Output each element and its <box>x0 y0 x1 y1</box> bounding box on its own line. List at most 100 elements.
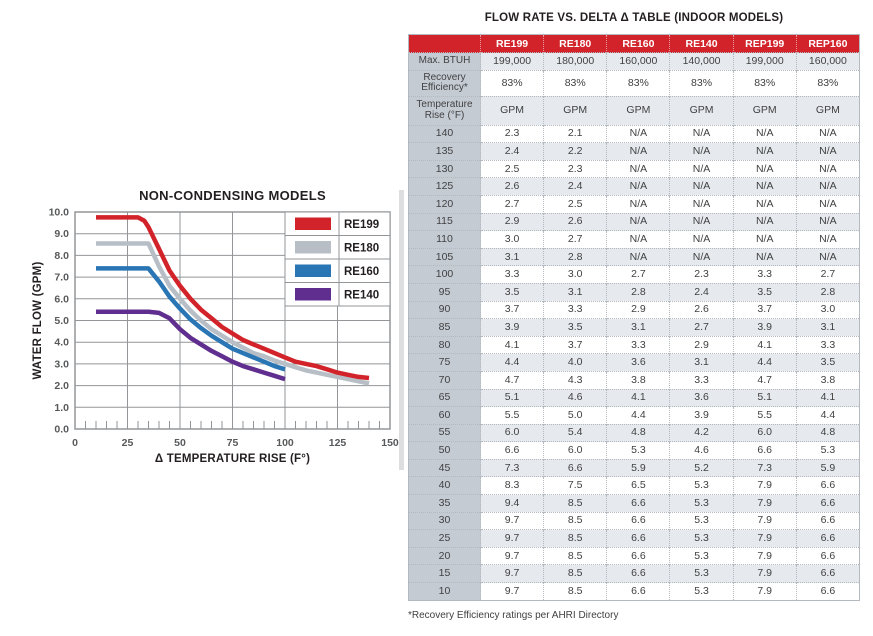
row-label-cell: 10 <box>408 582 481 601</box>
value-cell: 9.4 <box>479 494 544 513</box>
y-tick-label: 6.0 <box>54 293 69 305</box>
value-cell: 4.4 <box>479 353 544 372</box>
value-cell: 83% <box>795 69 860 97</box>
value-cell: 2.6 <box>669 300 734 319</box>
value-cell: 6.6 <box>795 582 860 601</box>
value-cell: 3.5 <box>543 318 607 337</box>
value-cell: N/A <box>732 142 797 161</box>
value-cell: 8.5 <box>543 529 607 548</box>
table-row: 40 8.3 7.5 6.5 5.3 7.9 6.6 <box>408 476 860 495</box>
value-cell: 6.0 <box>543 441 607 460</box>
model-column-header: RE199 <box>479 34 544 53</box>
value-cell: N/A <box>606 124 670 143</box>
value-cell: 4.6 <box>669 441 734 460</box>
value-cell: 5.9 <box>606 458 670 477</box>
value-cell: 180,000 <box>543 52 607 71</box>
table-row: 60 5.5 5.0 4.4 3.9 5.5 4.4 <box>408 406 860 425</box>
value-cell: 6.0 <box>732 423 797 442</box>
value-cell: N/A <box>795 177 860 196</box>
value-cell: 3.5 <box>732 282 797 302</box>
value-cell: 6.0 <box>479 423 544 442</box>
value-cell: 7.9 <box>732 546 797 565</box>
x-tick-label: 150 <box>381 437 399 449</box>
value-cell: 2.5 <box>479 159 544 178</box>
table-row: 125 2.6 2.4 N/A N/A N/A N/A <box>408 177 860 196</box>
table-row: 10 9.7 8.5 6.6 5.3 7.9 6.6 <box>408 582 860 601</box>
value-cell: 2.4 <box>669 282 734 302</box>
row-label-cell: 135 <box>408 142 481 161</box>
value-cell: 3.3 <box>669 370 734 389</box>
value-cell: GPM <box>795 95 860 126</box>
legend-label-RE199: RE199 <box>344 219 379 231</box>
value-cell: N/A <box>606 177 670 196</box>
value-cell: 8.5 <box>543 494 607 513</box>
value-cell: 7.9 <box>732 582 797 601</box>
row-label-cell: 55 <box>408 423 481 442</box>
column-divider <box>399 190 404 470</box>
value-cell: 2.8 <box>543 247 607 266</box>
value-cell: N/A <box>795 230 860 249</box>
value-cell: 2.8 <box>795 282 860 302</box>
value-cell: N/A <box>669 142 734 161</box>
value-cell: GPM <box>732 95 797 126</box>
value-cell: 7.9 <box>732 564 797 583</box>
value-cell: 4.7 <box>732 370 797 389</box>
value-cell: 3.7 <box>479 300 544 319</box>
value-cell: 3.1 <box>606 318 670 337</box>
value-cell: 2.9 <box>479 212 544 231</box>
row-label-cell: 120 <box>408 194 481 214</box>
value-cell: N/A <box>606 212 670 231</box>
value-cell: 3.3 <box>543 300 607 319</box>
value-cell: 5.3 <box>669 511 734 530</box>
y-tick-label: 4.0 <box>54 337 69 349</box>
value-cell: 9.7 <box>479 511 544 530</box>
row-label-cell: 15 <box>408 564 481 583</box>
value-cell: 4.8 <box>606 423 670 442</box>
legend-swatch-RE180 <box>295 241 331 254</box>
value-cell: 9.7 <box>479 564 544 583</box>
value-cell: 5.0 <box>543 406 607 425</box>
row-label-cell: 85 <box>408 318 481 337</box>
model-header-row: RE199 RE180 RE160 RE140 REP199 REP160 <box>408 34 860 53</box>
row-label-cell: 30 <box>408 511 481 530</box>
model-column-header: RE140 <box>669 34 734 53</box>
legend-label-RE160: RE160 <box>344 266 379 278</box>
value-cell: N/A <box>732 212 797 231</box>
value-cell: 2.7 <box>479 194 544 214</box>
value-cell: 8.5 <box>543 546 607 565</box>
value-cell: 4.8 <box>795 423 860 442</box>
value-cell: 3.1 <box>479 247 544 266</box>
value-cell: GPM <box>606 95 670 126</box>
value-cell: 4.4 <box>732 353 797 372</box>
value-cell: 9.7 <box>479 529 544 548</box>
value-cell: 5.9 <box>795 458 860 477</box>
table-footnote: *Recovery Efficiency ratings per AHRI Di… <box>408 609 619 621</box>
x-tick-label: 125 <box>329 437 347 449</box>
table-row: 135 2.4 2.2 N/A N/A N/A N/A <box>408 142 860 161</box>
value-cell: 4.1 <box>795 388 860 407</box>
value-cell: 6.6 <box>479 441 544 460</box>
value-cell: 6.6 <box>606 511 670 530</box>
value-cell: 4.6 <box>543 388 607 407</box>
value-cell: 2.4 <box>479 142 544 161</box>
legend-swatch-RE140 <box>295 288 331 301</box>
legend-label-RE180: RE180 <box>344 243 379 255</box>
value-cell: 5.5 <box>479 406 544 425</box>
chart-title: NON-CONDENSING MODELS <box>139 188 326 203</box>
row-label-cell: 115 <box>408 212 481 231</box>
row-label-cell: 110 <box>408 230 481 249</box>
row-label-cell: 25 <box>408 529 481 548</box>
value-cell: 3.6 <box>606 353 670 372</box>
y-tick-label: 2.0 <box>54 380 69 392</box>
value-cell: N/A <box>795 142 860 161</box>
value-cell: 199,000 <box>732 52 797 71</box>
value-cell: 6.6 <box>795 546 860 565</box>
value-cell: 4.7 <box>479 370 544 389</box>
value-cell: N/A <box>795 159 860 178</box>
value-cell: 6.6 <box>606 529 670 548</box>
value-cell: 2.6 <box>479 177 544 196</box>
value-cell: N/A <box>669 230 734 249</box>
table-row: 45 7.3 6.6 5.9 5.2 7.3 5.9 <box>408 458 860 477</box>
value-cell: 5.3 <box>795 441 860 460</box>
